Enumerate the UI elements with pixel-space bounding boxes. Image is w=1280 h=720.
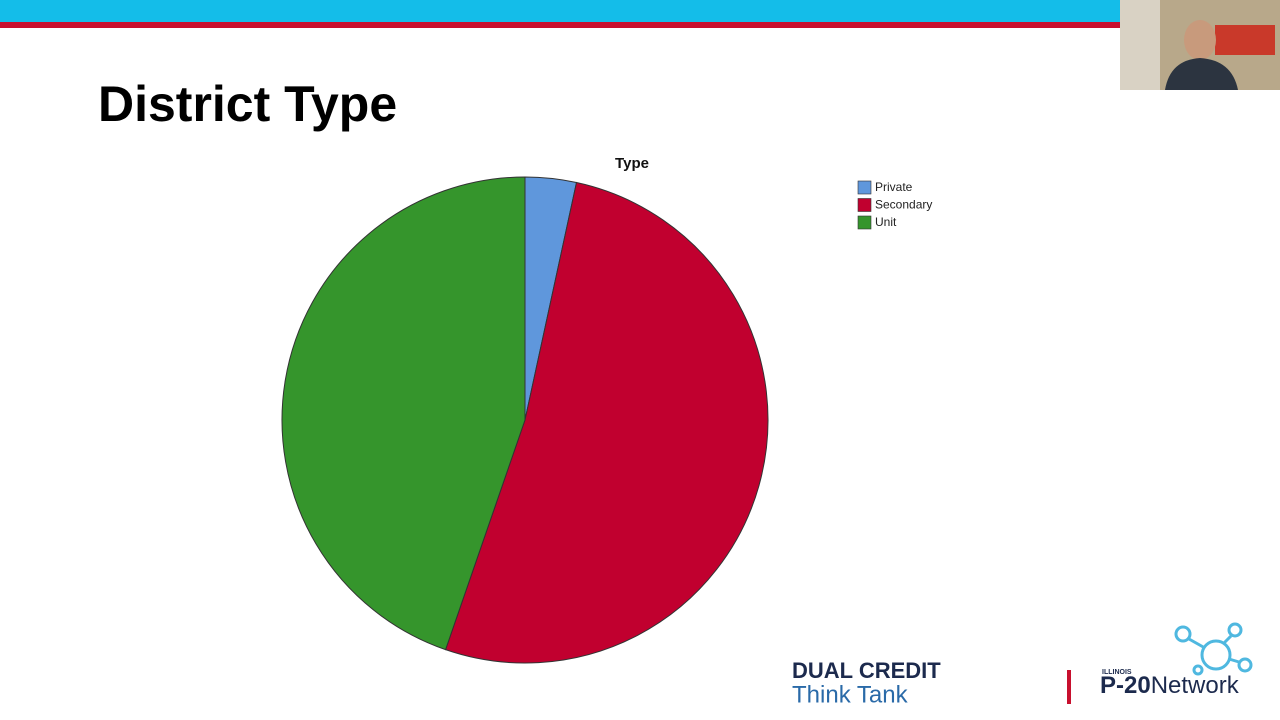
chart-title: Type (615, 155, 649, 172)
logo-right: ILLINOIS P-20Network (1100, 622, 1253, 699)
logo-text: DUAL CREDIT (792, 658, 941, 683)
logo-text: ILLINOIS (1102, 669, 1132, 676)
pie (281, 176, 769, 664)
legend-label: Secondary (875, 198, 932, 212)
logo-left: DUAL CREDIT Think Tank (792, 658, 941, 709)
legend-swatch (857, 198, 872, 212)
slide-title: District Type (98, 76, 397, 132)
logo-text: P-20 (1100, 672, 1151, 699)
pie-slice (281, 176, 526, 651)
logo-divider (1067, 670, 1071, 704)
legend-swatch (857, 180, 872, 195)
top-stripe (0, 22, 1120, 28)
logo-text: P-20Network (1100, 672, 1240, 699)
logo-text: Network (1151, 672, 1240, 699)
legend: Private Secondary Unit (857, 180, 932, 230)
legend-label: Unit (875, 215, 897, 229)
legend-swatch (857, 215, 872, 230)
logo-text: Think Tank (792, 681, 909, 708)
legend-label: Private (875, 180, 913, 194)
top-bar (0, 0, 1120, 22)
pie-slice (444, 181, 769, 664)
webcam (1120, 0, 1280, 90)
